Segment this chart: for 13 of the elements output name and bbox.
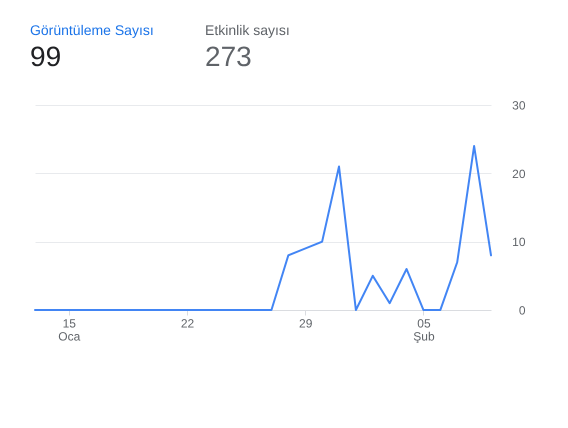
- text: 273: [205, 41, 252, 72]
- y-tick-label: 30: [512, 98, 526, 112]
- y-tick-label: 0: [518, 304, 526, 318]
- x-tick-label: 15 Oca: [58, 316, 81, 344]
- text: Görüntüleme Sayısı: [30, 22, 154, 38]
- text: Etkinlik sayısı: [205, 22, 290, 38]
- x-tick-label: 29: [299, 316, 313, 330]
- x-tick-label: 22: [180, 316, 194, 330]
- y-tick-label: 20: [512, 166, 526, 181]
- x-tick-label: 05 Şub: [413, 316, 435, 344]
- text: 99: [30, 41, 62, 72]
- y-tick-label: 10: [512, 235, 526, 250]
- line-series: [34, 145, 492, 311]
